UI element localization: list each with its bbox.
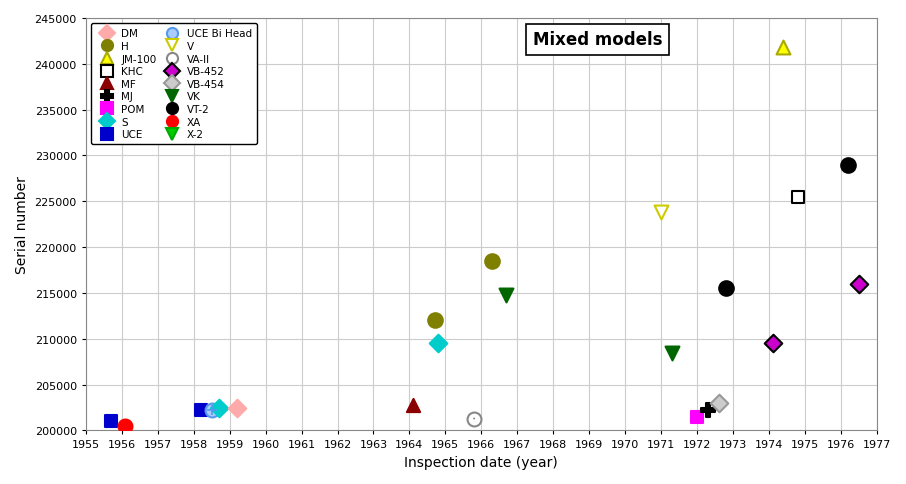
Point [689,413,704,421]
Y-axis label: Serial number: Serial number [15,176,29,273]
Point [485,257,499,265]
Point [467,415,481,423]
Point [700,407,715,414]
Point [654,209,669,217]
Point [406,401,420,409]
Point [852,280,866,288]
Point [790,194,805,201]
Point [194,407,208,414]
X-axis label: Inspection date (year): Inspection date (year) [404,455,558,469]
Point [665,349,680,357]
Point [711,399,726,407]
Point [428,317,442,325]
Point [212,404,226,411]
Point [499,291,514,299]
Point [431,340,446,348]
Point [104,418,119,425]
Point [766,340,780,348]
Text: Mixed models: Mixed models [533,31,662,49]
Point [205,407,219,414]
Point [229,404,244,411]
Point [718,285,733,293]
Point [841,162,855,169]
Legend: DM, H, JM-100, KHC, MF, MJ, POM, S, UCE, UCE Bi Head, V, VA-II, VB-452, VB-454, : DM, H, JM-100, KHC, MF, MJ, POM, S, UCE,… [91,24,257,145]
Point [776,45,791,52]
Point [467,415,481,423]
Point [118,422,132,430]
